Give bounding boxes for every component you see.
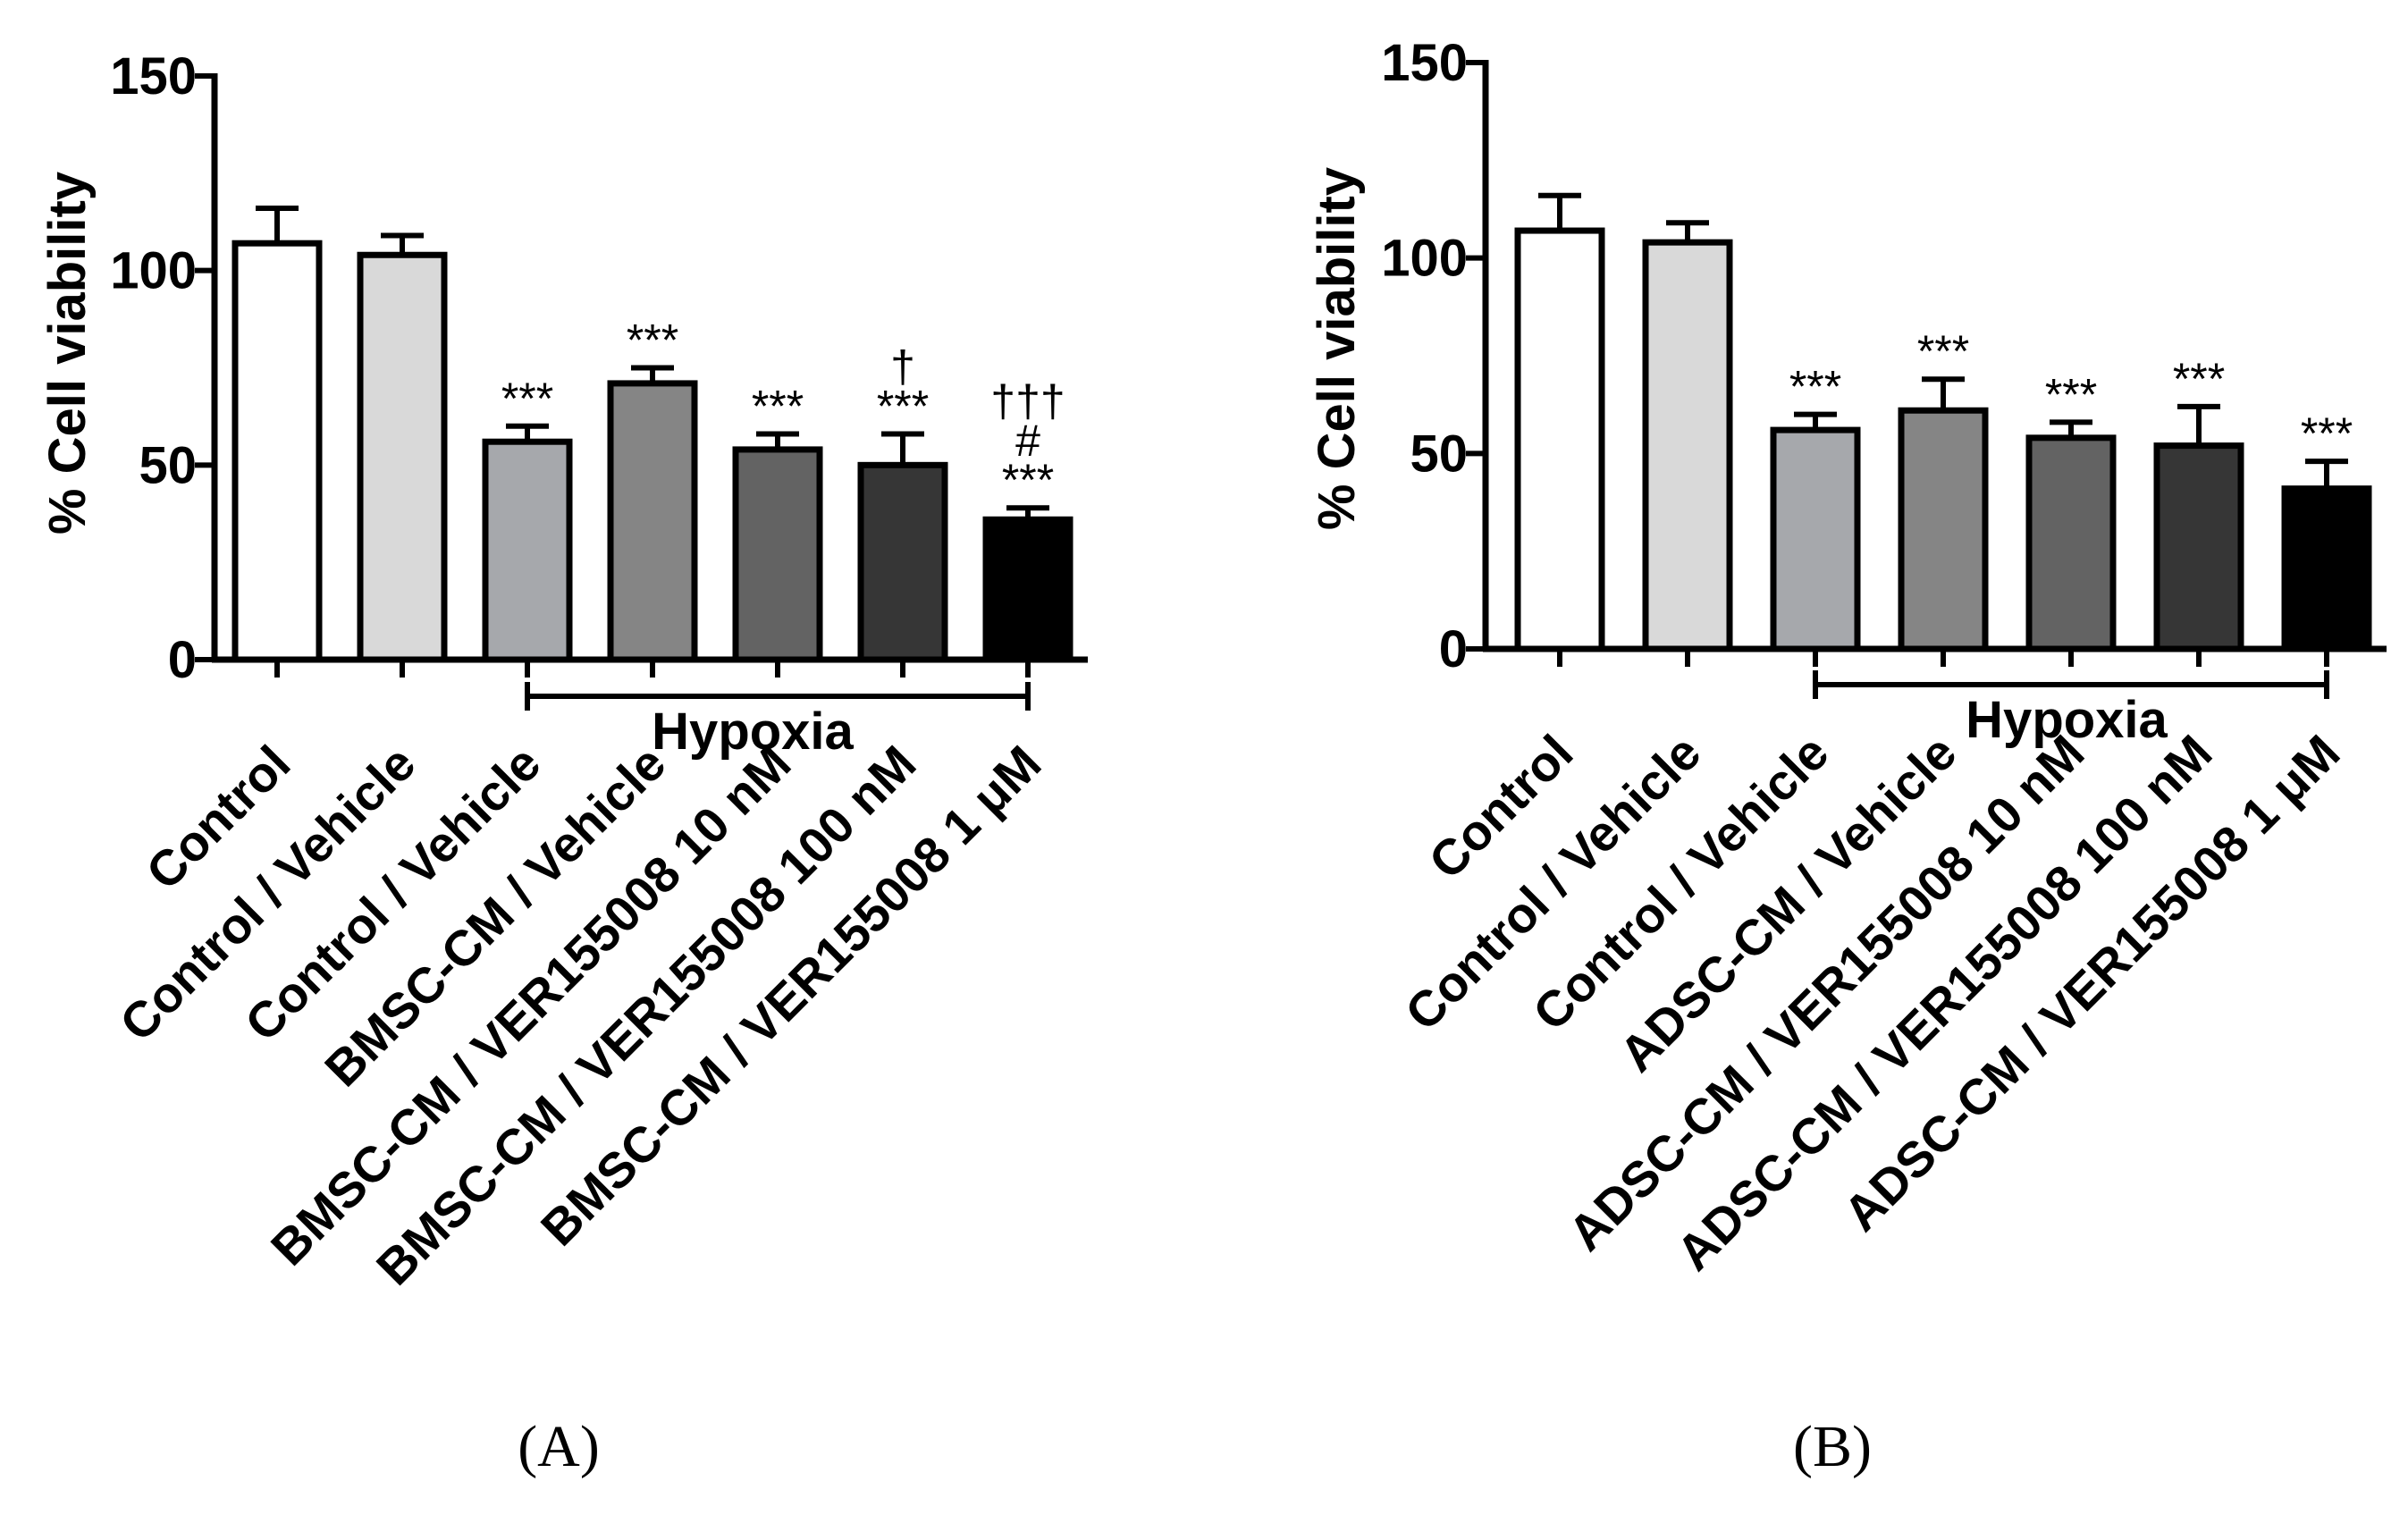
bar: [1770, 426, 1861, 652]
panel-label: (B): [1793, 1414, 1872, 1479]
y-axis-label: % Cell viability: [38, 172, 97, 534]
bar: [1642, 239, 1733, 652]
y-tick-label: 50: [1410, 425, 1468, 483]
panel-label: (A): [518, 1414, 600, 1479]
bar: [2281, 485, 2372, 652]
y-axis-label: % Cell viability: [1308, 167, 1366, 530]
bar: [1514, 227, 1605, 652]
significance-marker: ***: [2301, 408, 2353, 459]
significance-marker: ***: [752, 382, 804, 432]
y-tick-label: 0: [1439, 620, 1468, 678]
y-tick-label: 150: [110, 47, 197, 105]
bar: [1898, 407, 1989, 652]
bar: [2153, 442, 2244, 652]
bar: [732, 446, 823, 663]
y-tick-label: 50: [139, 436, 197, 494]
significance-marker: ***: [627, 316, 678, 366]
bar: [607, 380, 698, 663]
significance-marker: †††: [990, 376, 1065, 426]
y-tick-label: 150: [1381, 34, 1468, 92]
significance-marker: ***: [1002, 455, 1054, 505]
y-tick-label: 100: [1381, 230, 1468, 288]
significance-marker: ***: [2173, 354, 2225, 404]
significance-marker: ***: [501, 374, 553, 424]
bar: [232, 240, 323, 663]
significance-marker: ***: [1917, 326, 1969, 376]
significance-marker: ***: [2045, 369, 2097, 419]
y-tick-label: 100: [110, 242, 197, 300]
y-tick-label: 0: [168, 631, 197, 689]
bar: [2025, 434, 2117, 652]
significance-marker: #: [1015, 416, 1040, 466]
bar: [857, 461, 948, 663]
group-label: Hypoxia: [1966, 691, 2168, 749]
bar: [357, 251, 448, 663]
significance-marker: †: [890, 342, 915, 392]
group-label: Hypoxia: [652, 703, 854, 761]
bar: [982, 516, 1073, 663]
significance-marker: ***: [877, 382, 929, 432]
significance-marker: ***: [1789, 362, 1841, 412]
bar: [482, 438, 573, 663]
